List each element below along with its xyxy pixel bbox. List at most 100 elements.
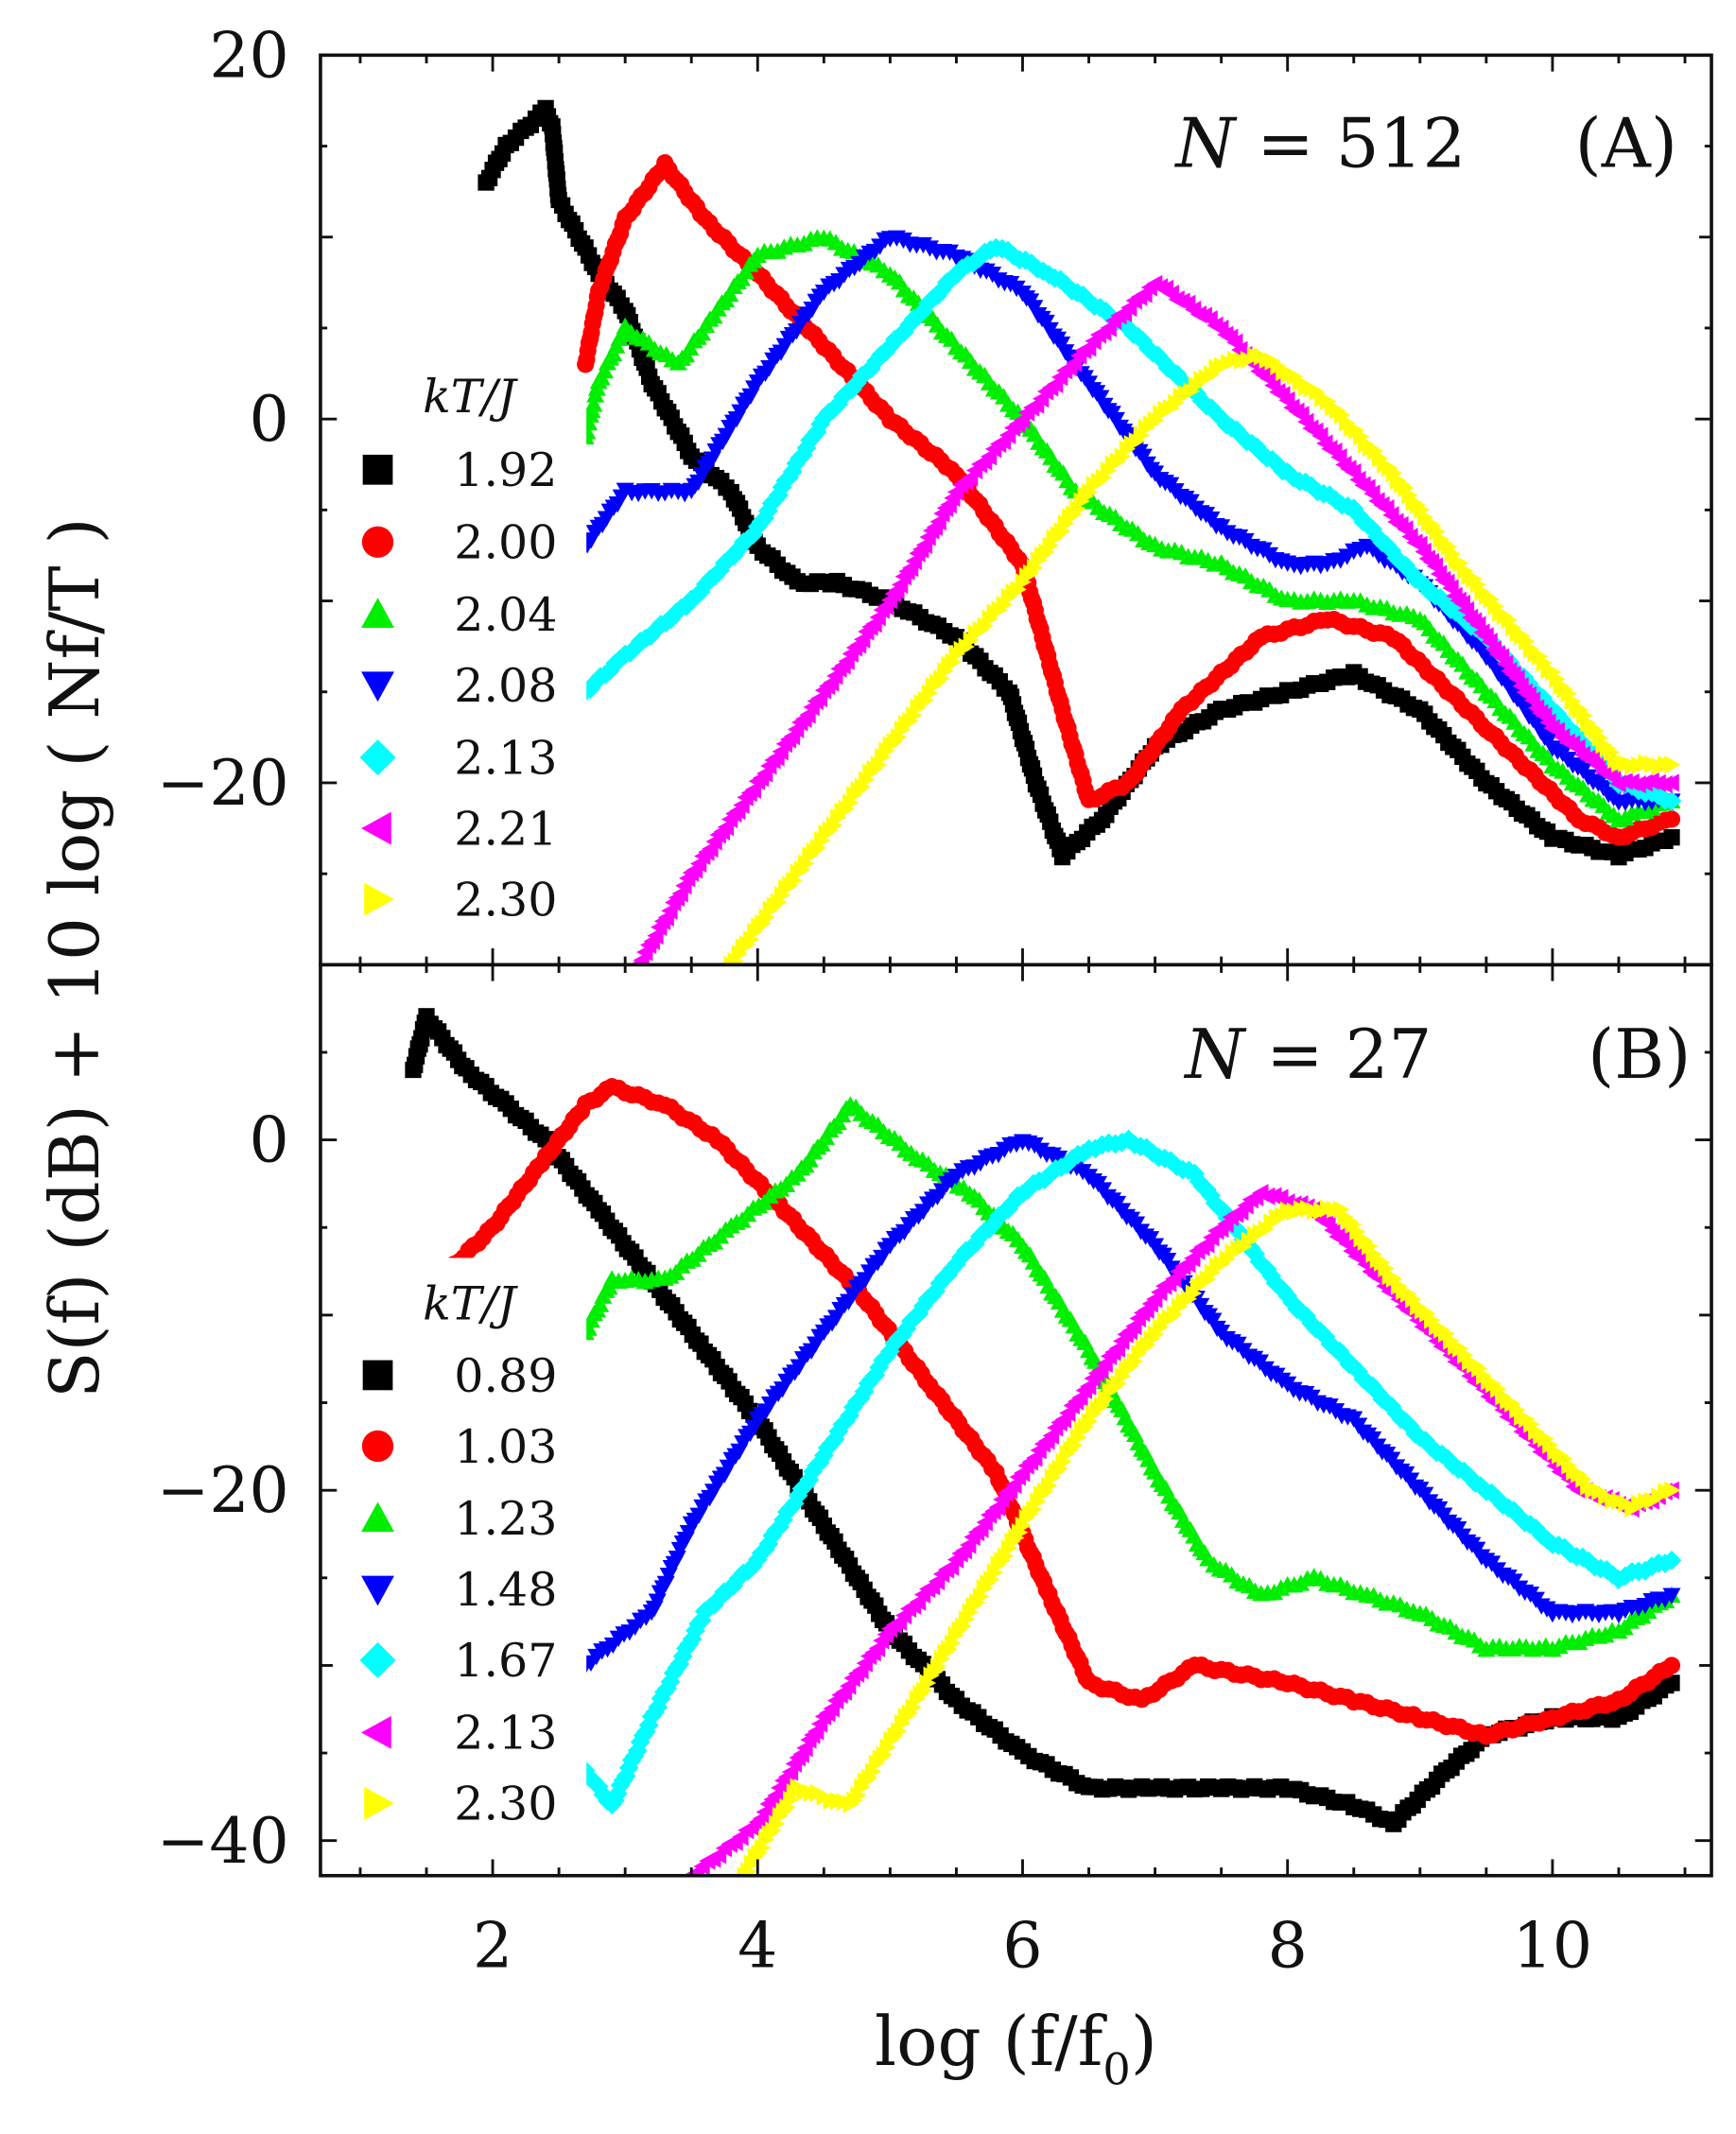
legend-marker-triangle-right bbox=[364, 882, 394, 916]
data-point bbox=[1333, 406, 1351, 425]
data-point bbox=[1191, 390, 1212, 411]
data-point bbox=[1450, 604, 1471, 625]
legend-label: 2.00 bbox=[454, 515, 557, 570]
data-point bbox=[1400, 562, 1421, 582]
data-point bbox=[584, 395, 603, 412]
legend-label: 1.03 bbox=[454, 1419, 557, 1474]
legend-label: 2.08 bbox=[454, 658, 557, 713]
data-point bbox=[595, 361, 614, 379]
data-point bbox=[823, 399, 843, 420]
data-point bbox=[1649, 773, 1666, 792]
data-point bbox=[827, 394, 848, 415]
data-point bbox=[758, 1534, 779, 1554]
data-point bbox=[913, 301, 933, 321]
series-1.67 bbox=[575, 1129, 1682, 1814]
data-point bbox=[1664, 755, 1681, 774]
series-0.89 bbox=[405, 1008, 1680, 1832]
data-point bbox=[1367, 527, 1388, 547]
legend-marker-circle bbox=[361, 1430, 394, 1463]
x-tick-label: 8 bbox=[1268, 1908, 1308, 1982]
plot-frame bbox=[319, 963, 1713, 1878]
series-1.03 bbox=[430, 1078, 1681, 1745]
data-point bbox=[1596, 1559, 1617, 1580]
data-point bbox=[1245, 1243, 1265, 1264]
data-point bbox=[1386, 1403, 1407, 1424]
data-point bbox=[1381, 1396, 1402, 1416]
data-point bbox=[1482, 1483, 1502, 1503]
panel-label: (B) bbox=[1588, 1015, 1691, 1095]
data-point bbox=[1662, 1657, 1681, 1674]
legend-marker-diamond bbox=[359, 1641, 396, 1678]
data-point bbox=[1471, 1359, 1488, 1379]
legend-marker-square bbox=[362, 454, 393, 485]
data-point bbox=[1257, 1259, 1277, 1279]
series-1.48 bbox=[576, 1134, 1681, 1674]
legend-label: 2.30 bbox=[454, 1777, 557, 1831]
data-point bbox=[807, 422, 827, 442]
legend-label: 1.92 bbox=[454, 442, 557, 497]
data-point bbox=[1438, 1324, 1455, 1343]
legend-title: kT/J bbox=[423, 369, 518, 424]
x-tick-label: 4 bbox=[738, 1908, 777, 1982]
n-annotation: N = 27 bbox=[1183, 1015, 1432, 1095]
legend-label: 0.89 bbox=[454, 1348, 557, 1403]
data-point bbox=[1635, 1560, 1656, 1581]
data-point bbox=[1201, 1185, 1222, 1206]
data-point bbox=[799, 1469, 820, 1490]
legend-label: 1.48 bbox=[454, 1562, 557, 1617]
data-point bbox=[669, 1654, 690, 1674]
data-point bbox=[1167, 364, 1188, 385]
legend: kT/J 1.92 2.00 2.04 2.08 2.13 2.21 2.30 bbox=[324, 369, 587, 1003]
data-markers bbox=[405, 1008, 1682, 1876]
data-point bbox=[660, 1672, 681, 1692]
x-tick-label: 6 bbox=[1002, 1908, 1042, 1982]
data-point bbox=[899, 315, 919, 336]
data-point bbox=[709, 561, 730, 581]
legend-label: 2.21 bbox=[454, 801, 557, 856]
data-point bbox=[1503, 1501, 1524, 1520]
panel-A: kT/J 1.92 2.00 2.04 2.08 2.13 2.21 2.30 20 0 −20 N … bbox=[157, 18, 1713, 1003]
data-point bbox=[773, 1509, 793, 1530]
legend-marker-triangle-down bbox=[361, 1575, 394, 1606]
legend-label: 2.04 bbox=[454, 587, 557, 642]
legend-marker-triangle-down bbox=[361, 671, 394, 703]
data-point bbox=[1519, 632, 1536, 651]
data-point bbox=[1079, 291, 1099, 311]
data-point bbox=[880, 337, 900, 356]
data-point bbox=[638, 1715, 659, 1735]
data-point bbox=[1110, 1374, 1127, 1393]
x-tick-label: 2 bbox=[473, 1908, 512, 1982]
y-tick-label: −20 bbox=[157, 1453, 289, 1527]
data-point bbox=[1578, 1551, 1599, 1571]
y-tick-label: 0 bbox=[250, 1103, 289, 1177]
y-tick-label: −20 bbox=[157, 746, 289, 820]
y-tick-label: 0 bbox=[250, 382, 289, 456]
data-point bbox=[1400, 1416, 1421, 1437]
data-point bbox=[1381, 540, 1402, 561]
data-point bbox=[1081, 482, 1099, 501]
panel-label: (A) bbox=[1575, 105, 1677, 184]
data-point bbox=[1536, 653, 1554, 672]
legend-marker-triangle-left bbox=[361, 811, 391, 845]
data-point bbox=[1575, 1469, 1592, 1488]
data-point bbox=[1201, 398, 1222, 419]
data-point bbox=[723, 1575, 744, 1596]
data-point bbox=[792, 444, 813, 465]
series-1.92 bbox=[477, 99, 1680, 866]
data-point bbox=[1166, 1305, 1184, 1324]
data-markers bbox=[477, 99, 1682, 965]
data-point bbox=[977, 616, 994, 635]
data-point bbox=[591, 1295, 610, 1312]
data-point bbox=[1246, 437, 1267, 458]
data-point bbox=[1662, 773, 1679, 792]
legend-label: 2.30 bbox=[454, 872, 557, 927]
legend: kT/J 0.89 1.03 1.23 1.48 1.67 2.13 2.30 bbox=[324, 1258, 587, 1872]
data-point bbox=[742, 1556, 763, 1576]
data-point bbox=[1081, 1412, 1099, 1431]
data-point bbox=[1459, 1466, 1480, 1487]
data-point bbox=[1663, 1674, 1680, 1692]
data-point bbox=[625, 637, 646, 658]
data-point bbox=[1470, 1476, 1491, 1497]
data-point bbox=[728, 1569, 749, 1589]
